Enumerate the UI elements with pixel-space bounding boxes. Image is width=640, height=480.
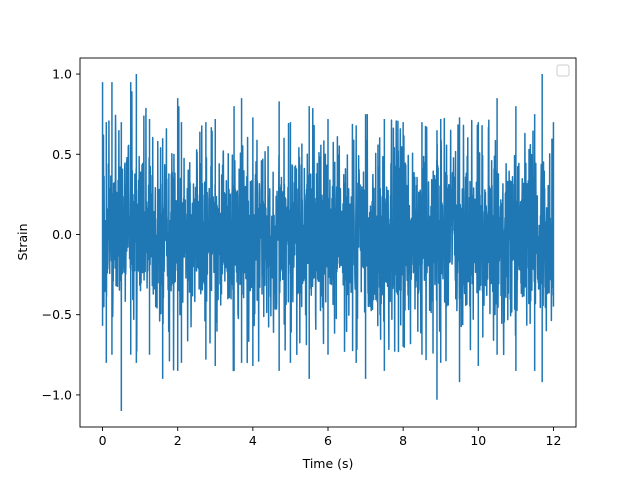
strain-series-line bbox=[101, 74, 555, 411]
y-tick-label: 1.0 bbox=[52, 67, 72, 82]
x-tick-label: 12 bbox=[546, 433, 562, 448]
x-tick-label: 10 bbox=[470, 433, 486, 448]
x-tick-label: 4 bbox=[249, 433, 257, 448]
x-tick-label: 8 bbox=[399, 433, 407, 448]
y-axis: −1.0 −0.5 0.0 0.5 1.0 bbox=[42, 67, 80, 402]
x-tick-label: 2 bbox=[174, 433, 182, 448]
y-tick-label: 0.5 bbox=[52, 147, 72, 162]
x-tick-label: 6 bbox=[324, 433, 332, 448]
series-layer bbox=[101, 74, 555, 411]
y-axis-label: Strain bbox=[15, 223, 30, 260]
y-tick-label: 0.0 bbox=[52, 227, 72, 242]
x-axis: 0 2 4 6 8 10 12 bbox=[99, 427, 562, 448]
x-axis-label: Time (s) bbox=[302, 456, 354, 471]
y-tick-label: −0.5 bbox=[42, 307, 72, 322]
x-tick-label: 0 bbox=[99, 433, 107, 448]
y-tick-label: −1.0 bbox=[42, 387, 72, 402]
legend-box bbox=[556, 64, 570, 77]
